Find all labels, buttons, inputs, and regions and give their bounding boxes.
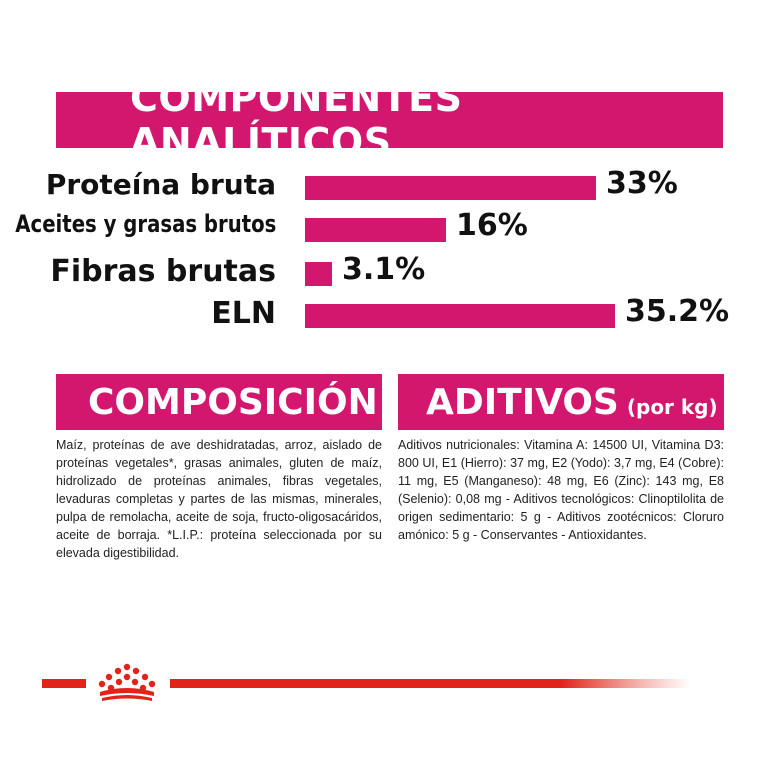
value-label: 16%: [456, 208, 528, 243]
additives-text: Aditivos nutricionales: Vitamina A: 1450…: [398, 438, 724, 542]
analytics-banner: COMPONENTES ANALÍTICOS: [56, 76, 723, 164]
bar: [305, 262, 332, 286]
composition-banner: COMPOSICIÓN: [56, 374, 382, 430]
value-label: 3.1%: [342, 252, 426, 287]
additives-title-suffix: (por kg): [626, 395, 718, 419]
analytics-title: COMPONENTES ANALÍTICOS: [130, 76, 463, 164]
analytics-bar-chart: Proteína bruta 33% Aceites y grasas brutos…: [0, 160, 780, 340]
royal-canin-crown-icon: [98, 663, 156, 701]
footer-line-left: [42, 679, 86, 688]
value-label: 33%: [606, 166, 678, 201]
category-label: Fibras brutas: [50, 254, 276, 289]
footer-line-right: [170, 679, 690, 688]
value-label: 35.2%: [625, 294, 730, 329]
bar: [305, 176, 596, 200]
additives-banner: ADITIVOS (por kg): [398, 374, 724, 430]
bar: [305, 304, 615, 328]
composition-text: Maíz, proteínas de ave deshidratadas, ar…: [56, 438, 382, 560]
category-label: Proteína bruta: [45, 168, 276, 201]
category-label: ELN: [211, 296, 276, 331]
composition-title: COMPOSICIÓN: [88, 381, 378, 423]
category-label: Aceites y grasas brutos: [14, 210, 276, 238]
bar: [305, 218, 446, 242]
additives-title: ADITIVOS: [426, 381, 619, 423]
